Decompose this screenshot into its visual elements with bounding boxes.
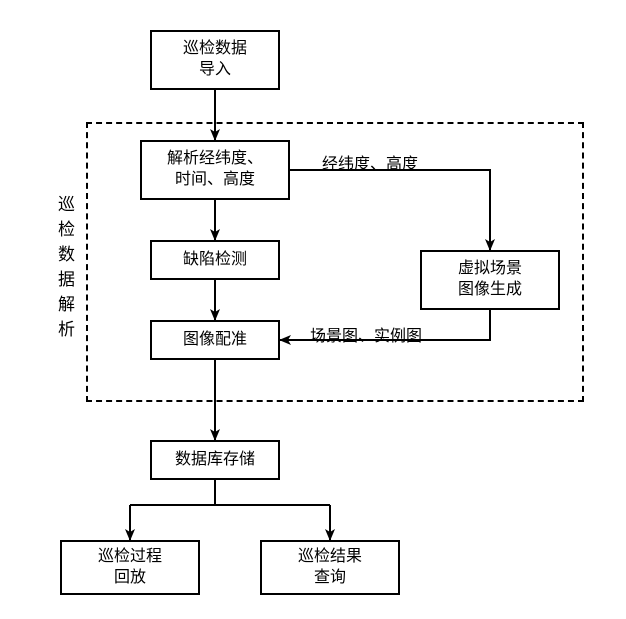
node-text-line: 解析经纬度、 — [167, 149, 263, 170]
node-text-line: 巡检过程 — [98, 547, 162, 568]
edge-label-scene: 场景图、实例图 — [310, 322, 422, 346]
node-defect-detect: 缺陷检测 — [150, 240, 280, 280]
node-text-line: 图像配准 — [183, 330, 247, 351]
node-text-line: 巡检结果 — [298, 547, 362, 568]
node-text-line: 回放 — [114, 568, 146, 589]
node-text-line: 时间、高度 — [175, 170, 255, 191]
node-text-line: 虚拟场景 — [458, 259, 522, 280]
node-db-store: 数据库存储 — [150, 440, 280, 480]
node-text-line: 巡检数据 — [183, 39, 247, 60]
node-text-line: 导入 — [199, 60, 231, 81]
node-virtual-scene: 虚拟场景图像生成 — [420, 250, 560, 310]
dashed-region-label: 巡检数据解析 — [52, 195, 77, 345]
node-text-line: 数据库存储 — [175, 450, 255, 471]
node-import: 巡检数据导入 — [150, 30, 280, 90]
node-query: 巡检结果查询 — [260, 540, 400, 595]
edge-label-lnglat: 经纬度、高度 — [322, 150, 418, 174]
node-text-line: 图像生成 — [458, 280, 522, 301]
node-text-line: 缺陷检测 — [183, 250, 247, 271]
node-image-register: 图像配准 — [150, 320, 280, 360]
node-replay: 巡检过程回放 — [60, 540, 200, 595]
node-text-line: 查询 — [314, 568, 346, 589]
node-parse: 解析经纬度、时间、高度 — [140, 140, 290, 200]
